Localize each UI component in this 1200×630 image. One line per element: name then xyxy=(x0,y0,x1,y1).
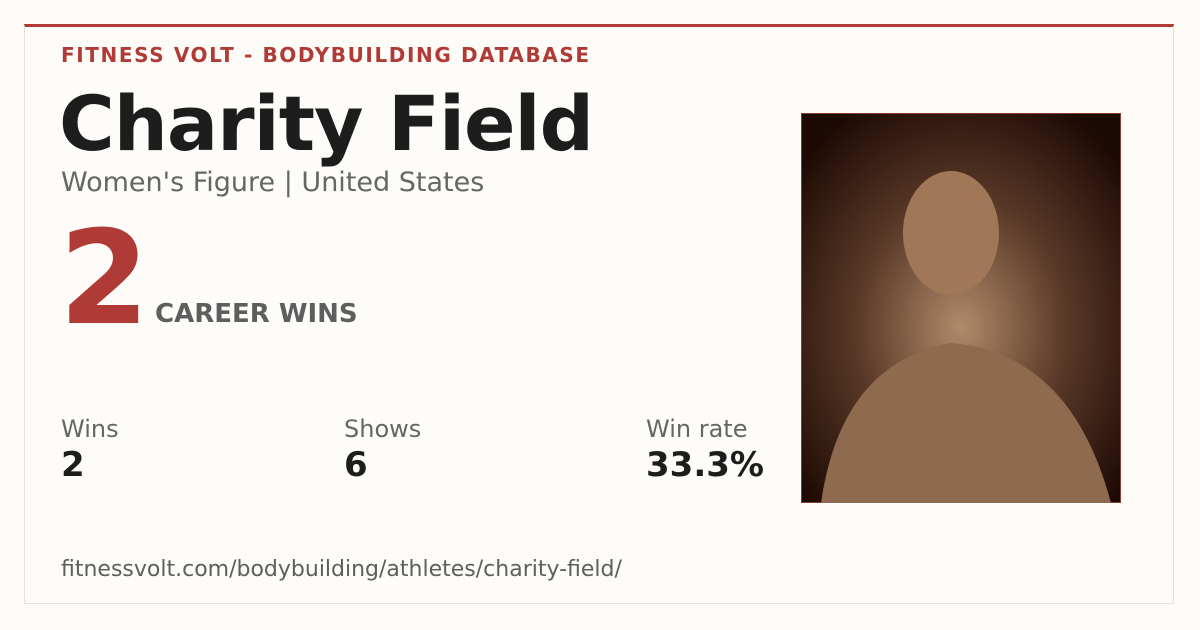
hero-label: CAREER WINS xyxy=(155,299,358,329)
photo-head xyxy=(903,171,999,295)
stat-val: 6 xyxy=(344,445,368,485)
subtitle: Women's Figure | United States xyxy=(61,167,485,198)
stat-label: Win rate xyxy=(646,415,748,443)
athlete-name: Charity Field xyxy=(59,79,594,168)
athlete-photo xyxy=(801,113,1121,503)
url: fitnessvolt.com/bodybuilding/athletes/ch… xyxy=(61,557,622,582)
stat-val: 33.3% xyxy=(646,445,764,485)
photo-body xyxy=(821,343,1111,503)
card: FITNESS VOLT - BODYBUILDING DATABASE Cha… xyxy=(24,24,1174,604)
stat-val: 2 xyxy=(61,445,85,485)
hero-value: 2 xyxy=(59,202,150,354)
stat-label: Wins xyxy=(61,415,119,443)
site-header: FITNESS VOLT - BODYBUILDING DATABASE xyxy=(61,43,591,67)
stat-label: Shows xyxy=(344,415,422,443)
